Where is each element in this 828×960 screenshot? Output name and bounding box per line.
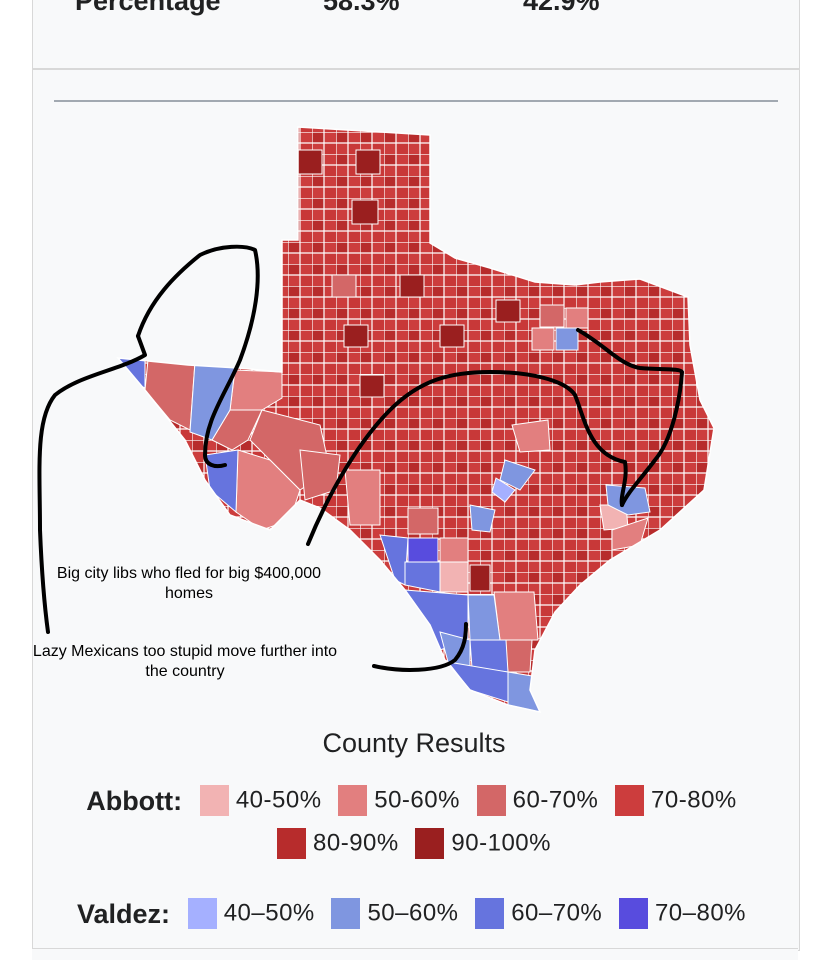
- swatch: [476, 785, 506, 817]
- swatch: [331, 898, 361, 930]
- legend-item-label: 50-60%: [374, 786, 460, 814]
- legend-item-label: 70–80%: [654, 899, 747, 927]
- legend-item: 40-50%: [199, 783, 322, 818]
- abbott-legend-label: Abbott:: [86, 785, 183, 816]
- legend-item: 70-80%: [615, 783, 737, 818]
- percentage-row-label: Percentage: [75, 0, 221, 16]
- valdez-legend-row: Valdez: 40–50% 50–60% 60–70% 70–80%: [0, 896, 828, 931]
- valdez-legend-label: Valdez:: [76, 898, 171, 929]
- metro-boundary-line: [306, 370, 628, 546]
- divider: [54, 100, 778, 102]
- abbott-legend-row-2: 80-90% 90-100%: [0, 826, 828, 861]
- south-boundary-line: [372, 622, 468, 672]
- swatch: [415, 828, 445, 860]
- legend-item: 60–70%: [475, 896, 602, 931]
- legend-item-label: 80-90%: [313, 829, 399, 857]
- legend-item: 80-90%: [277, 826, 399, 861]
- swatch: [187, 898, 217, 930]
- legend-item: 70–80%: [618, 896, 747, 931]
- border-annotation: Lazy Mexicans too stupid move further in…: [32, 643, 338, 680]
- legend-item: 60-70%: [476, 783, 599, 818]
- abbott-legend-row-1: Abbott: 40-50% 50-60% 60-70% 70-80%: [0, 783, 828, 818]
- swatch: [199, 785, 229, 817]
- legend-item-label: 90-100%: [451, 829, 551, 857]
- panel-footer: [32, 948, 798, 960]
- results-table-bottom: Percentage 58.3% 42.9%: [32, 0, 800, 69]
- legend-item-label: 40–50%: [223, 899, 315, 927]
- legend-item: 90-100%: [415, 826, 551, 861]
- legend-item-label: 70-80%: [651, 786, 737, 814]
- swatch: [618, 898, 648, 930]
- legend-item-label: 40-50%: [235, 786, 322, 814]
- swatch: [615, 785, 645, 817]
- hand-drawn-annotations: [37, 244, 684, 672]
- legend-item: 50-60%: [338, 783, 460, 818]
- legend-item: 40–50%: [187, 896, 315, 931]
- city-annotation: Big city libs who fled for big $400,000 …: [56, 565, 322, 602]
- legend-item-label: 60–70%: [511, 899, 603, 927]
- legend-title: County Results: [322, 728, 506, 758]
- swatch: [277, 828, 306, 860]
- legend-item-label: 60-70%: [512, 786, 599, 814]
- west-border-line: [37, 334, 147, 634]
- east-boundary-line: [576, 328, 684, 507]
- swatch: [338, 785, 368, 817]
- legend-item: 50–60%: [331, 896, 458, 931]
- west-loop-line: [136, 244, 260, 469]
- texas-outline: [116, 126, 715, 714]
- legend-item-label: 50–60%: [367, 899, 459, 927]
- valdez-percentage: 42.9%: [523, 0, 600, 16]
- swatch: [475, 898, 505, 930]
- abbott-percentage: 58.3%: [323, 0, 400, 16]
